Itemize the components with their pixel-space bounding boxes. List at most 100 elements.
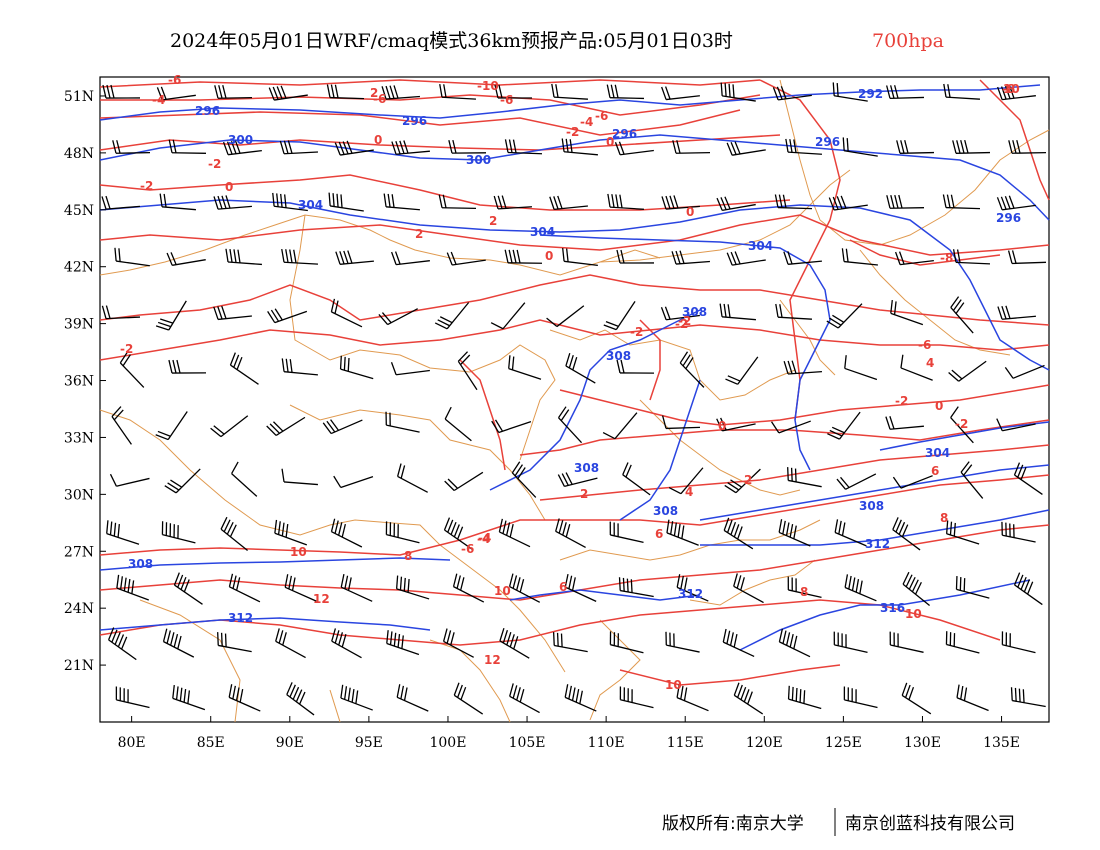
wind-barb <box>892 517 921 551</box>
copyright-company: 南京创蓝科技有限公司 <box>845 814 1015 834</box>
wind-barb <box>602 412 638 440</box>
temp-contour-19 <box>459 359 506 471</box>
wind-barb <box>274 519 308 546</box>
wind-barb <box>439 83 477 100</box>
lon-tick-label: 130E <box>904 735 941 751</box>
wind-barb <box>668 467 704 495</box>
wind-barb <box>383 193 420 211</box>
wind-barb <box>900 354 933 381</box>
wind-barb <box>159 193 196 211</box>
wind-barb <box>564 684 597 712</box>
lat-tick-label: 48N <box>64 146 94 162</box>
lat-tick-label: 27N <box>64 544 94 560</box>
wind-barb <box>952 249 991 265</box>
wind-barb <box>452 573 485 603</box>
wind-barb <box>340 573 373 602</box>
wind-barb <box>722 628 755 658</box>
wind-barb <box>672 140 711 154</box>
height-label: 304 <box>925 446 950 460</box>
wind-barb <box>220 516 248 552</box>
wind-barb <box>385 411 420 433</box>
wind-barb <box>213 195 252 210</box>
wind-barb <box>228 684 261 712</box>
wind-barb <box>1013 572 1043 606</box>
border-line-3 <box>289 214 556 461</box>
wind-barb <box>328 192 364 212</box>
map-frame <box>99 76 1050 723</box>
wind-barb <box>111 406 132 445</box>
borders-layer <box>99 79 1050 723</box>
temp-label: 10 <box>905 607 922 621</box>
wind-barb <box>331 628 362 659</box>
temp-contour-6 <box>99 214 1050 256</box>
height-label: 312 <box>865 537 890 551</box>
wind-barb <box>391 140 430 155</box>
wind-barb <box>778 628 811 658</box>
wind-barb <box>281 358 318 376</box>
wind-barb <box>281 468 318 486</box>
wind-barb <box>614 141 654 156</box>
wind-barb <box>109 473 150 487</box>
wind-barb <box>213 305 252 321</box>
wind-barb <box>775 303 813 320</box>
temp-contour-14 <box>99 599 1001 646</box>
wind-barb <box>225 248 262 266</box>
wind-barb <box>491 419 532 434</box>
wind-barb <box>679 351 705 388</box>
temp-label: -6 <box>918 338 931 352</box>
wind-barb <box>446 251 486 266</box>
wind-barb <box>886 85 925 100</box>
wind-barb <box>950 296 974 334</box>
border-line-5 <box>549 329 796 401</box>
temp-contour-9 <box>559 384 1050 426</box>
lon-tick-label: 125E <box>825 735 862 751</box>
height-contour-12 <box>879 421 1050 451</box>
temp-label: 8 <box>940 511 948 525</box>
height-label: 300 <box>466 153 491 167</box>
wind-barb <box>619 686 654 709</box>
wind-barb <box>886 194 925 209</box>
lon-tick-label: 115E <box>667 735 704 751</box>
wind-barb <box>609 521 644 544</box>
temp-label: 2 <box>370 86 378 100</box>
wind-barb <box>676 574 709 602</box>
wind-barb <box>827 411 861 440</box>
height-label: 312 <box>678 587 703 601</box>
wind-barb <box>114 247 150 267</box>
lon-tick-label: 135E <box>983 735 1020 751</box>
wind-barb <box>561 138 598 156</box>
height-label: 300 <box>228 133 253 147</box>
temp-contour-18 <box>849 239 1001 266</box>
wind-barb <box>272 192 308 212</box>
temp-label: 8 <box>404 549 412 563</box>
temp-label: 0 <box>545 249 553 263</box>
temp-label: 10 <box>1003 82 1020 96</box>
wind-barb <box>948 360 987 382</box>
height-label: 308 <box>574 461 599 475</box>
wind-barb <box>231 461 258 497</box>
temp-contour-10 <box>519 419 1050 456</box>
height-contour-7 <box>99 557 451 571</box>
wind-barb <box>106 520 140 545</box>
temp-label: 0 <box>935 399 943 413</box>
lat-tick-label: 42N <box>64 260 94 276</box>
wind-barb <box>490 302 526 330</box>
wind-barb <box>557 406 583 444</box>
temp-label: 10 <box>290 545 307 559</box>
wind-barb <box>443 517 473 550</box>
pressure-level-label: 700hpa <box>872 30 944 52</box>
map-area: 296 296 300 296 304 300 296 292 296 304 … <box>99 73 1050 723</box>
border-line-16 <box>779 299 836 376</box>
wind-barb <box>217 632 252 653</box>
wind-barb <box>726 141 766 156</box>
wind-barb <box>322 419 363 435</box>
temperature-contours <box>99 79 1050 686</box>
wind-barb <box>453 682 484 715</box>
wind-barb <box>284 574 317 602</box>
wind-barb <box>386 630 420 656</box>
wind-barb <box>279 140 319 155</box>
wind-barb <box>661 195 700 210</box>
wind-barb <box>161 521 196 544</box>
temp-contour-2 <box>100 94 761 116</box>
wind-barb <box>107 627 137 661</box>
